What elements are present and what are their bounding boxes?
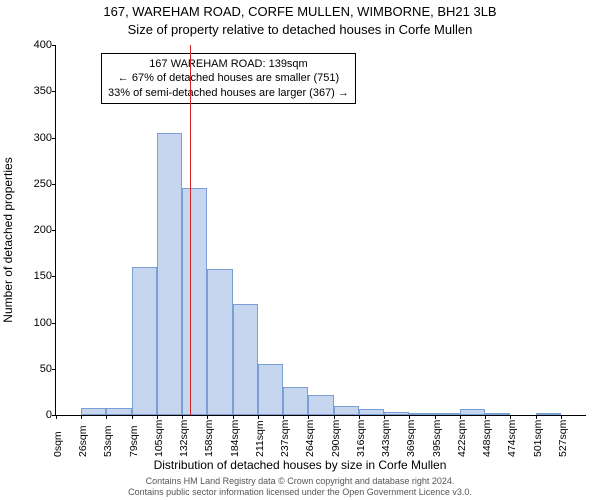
histogram-bar: [334, 406, 359, 415]
footer-line1: Contains HM Land Registry data © Crown c…: [0, 476, 600, 487]
y-tick-mark: [52, 230, 56, 231]
x-tick-label: 132sqm: [178, 420, 190, 457]
annotation-line3: 33% of semi-detached houses are larger (…: [108, 86, 349, 100]
x-tick-label: 474sqm: [506, 420, 518, 457]
y-axis-label: Number of detached properties: [1, 157, 15, 322]
y-tick-mark: [52, 138, 56, 139]
x-tick-label: 527sqm: [557, 420, 569, 457]
y-tick-mark: [52, 276, 56, 277]
x-tick-mark: [308, 415, 309, 419]
y-tick-label: 250: [34, 178, 52, 190]
y-tick-mark: [52, 369, 56, 370]
y-tick-label: 50: [40, 363, 52, 375]
y-tick-mark: [52, 323, 56, 324]
x-tick-label: 211sqm: [254, 420, 266, 457]
title-line1: 167, WAREHAM ROAD, CORFE MULLEN, WIMBORN…: [0, 4, 600, 19]
x-tick-label: 79sqm: [128, 425, 140, 457]
histogram-bar: [460, 409, 485, 415]
x-tick-mark: [182, 415, 183, 419]
x-tick-mark: [435, 415, 436, 419]
histogram-bar: [132, 267, 157, 415]
x-tick-mark: [207, 415, 208, 419]
x-tick-mark: [384, 415, 385, 419]
histogram-bar: [308, 395, 333, 415]
annotation-line2: ← 67% of detached houses are smaller (75…: [108, 71, 349, 85]
x-tick-label: 343sqm: [380, 420, 392, 457]
x-tick-mark: [258, 415, 259, 419]
histogram-bar: [157, 133, 182, 415]
footer-line2: Contains public sector information licen…: [0, 487, 600, 498]
x-tick-mark: [106, 415, 107, 419]
x-axis-label: Distribution of detached houses by size …: [0, 458, 600, 472]
x-tick-label: 290sqm: [330, 420, 342, 457]
x-tick-mark: [132, 415, 133, 419]
x-tick-label: 264sqm: [304, 420, 316, 457]
histogram-bar: [81, 408, 106, 415]
x-tick-label: 184sqm: [229, 420, 241, 457]
x-tick-mark: [56, 415, 57, 419]
histogram-bar: [384, 412, 409, 415]
annotation-box: 167 WAREHAM ROAD: 139sqm ← 67% of detach…: [101, 53, 356, 104]
x-tick-label: 316sqm: [355, 420, 367, 457]
x-tick-label: 369sqm: [405, 420, 417, 457]
histogram-bar: [485, 413, 510, 415]
title-line2: Size of property relative to detached ho…: [0, 22, 600, 37]
y-tick-mark: [52, 91, 56, 92]
y-tick-mark: [52, 184, 56, 185]
histogram-bar: [106, 408, 131, 415]
y-tick-label: 150: [34, 270, 52, 282]
histogram-bar: [536, 413, 561, 415]
x-tick-label: 26sqm: [77, 425, 89, 457]
x-tick-mark: [561, 415, 562, 419]
x-tick-label: 105sqm: [153, 420, 165, 457]
histogram-bar: [182, 188, 207, 415]
x-tick-mark: [334, 415, 335, 419]
histogram-bar: [359, 409, 384, 415]
y-tick-mark: [52, 45, 56, 46]
x-tick-mark: [460, 415, 461, 419]
y-tick-label: 300: [34, 132, 52, 144]
x-tick-mark: [233, 415, 234, 419]
y-tick-label: 350: [34, 85, 52, 97]
x-tick-label: 422sqm: [456, 420, 468, 457]
x-tick-label: 501sqm: [532, 420, 544, 457]
x-tick-mark: [485, 415, 486, 419]
histogram-bar: [283, 387, 308, 415]
y-tick-label: 100: [34, 317, 52, 329]
x-tick-mark: [359, 415, 360, 419]
histogram-bar: [258, 364, 283, 415]
x-tick-label: 158sqm: [203, 420, 215, 457]
y-tick-label: 400: [34, 39, 52, 51]
x-tick-label: 237sqm: [279, 420, 291, 457]
x-tick-mark: [409, 415, 410, 419]
y-tick-label: 200: [34, 224, 52, 236]
plot-area: 167 WAREHAM ROAD: 139sqm ← 67% of detach…: [55, 45, 586, 416]
chart-container: 167, WAREHAM ROAD, CORFE MULLEN, WIMBORN…: [0, 0, 600, 500]
x-tick-label: 53sqm: [102, 425, 114, 457]
x-tick-mark: [510, 415, 511, 419]
histogram-bar: [409, 413, 434, 415]
x-tick-mark: [536, 415, 537, 419]
histogram-bar: [435, 413, 460, 415]
footer: Contains HM Land Registry data © Crown c…: [0, 476, 600, 498]
histogram-bar: [207, 269, 232, 415]
x-tick-label: 448sqm: [481, 420, 493, 457]
x-tick-mark: [283, 415, 284, 419]
x-tick-mark: [157, 415, 158, 419]
reference-line: [190, 45, 191, 415]
x-tick-mark: [81, 415, 82, 419]
histogram-bar: [233, 304, 258, 415]
x-tick-label: 395sqm: [431, 420, 443, 457]
x-tick-label: 0sqm: [52, 431, 64, 457]
annotation-line1: 167 WAREHAM ROAD: 139sqm: [108, 57, 349, 71]
